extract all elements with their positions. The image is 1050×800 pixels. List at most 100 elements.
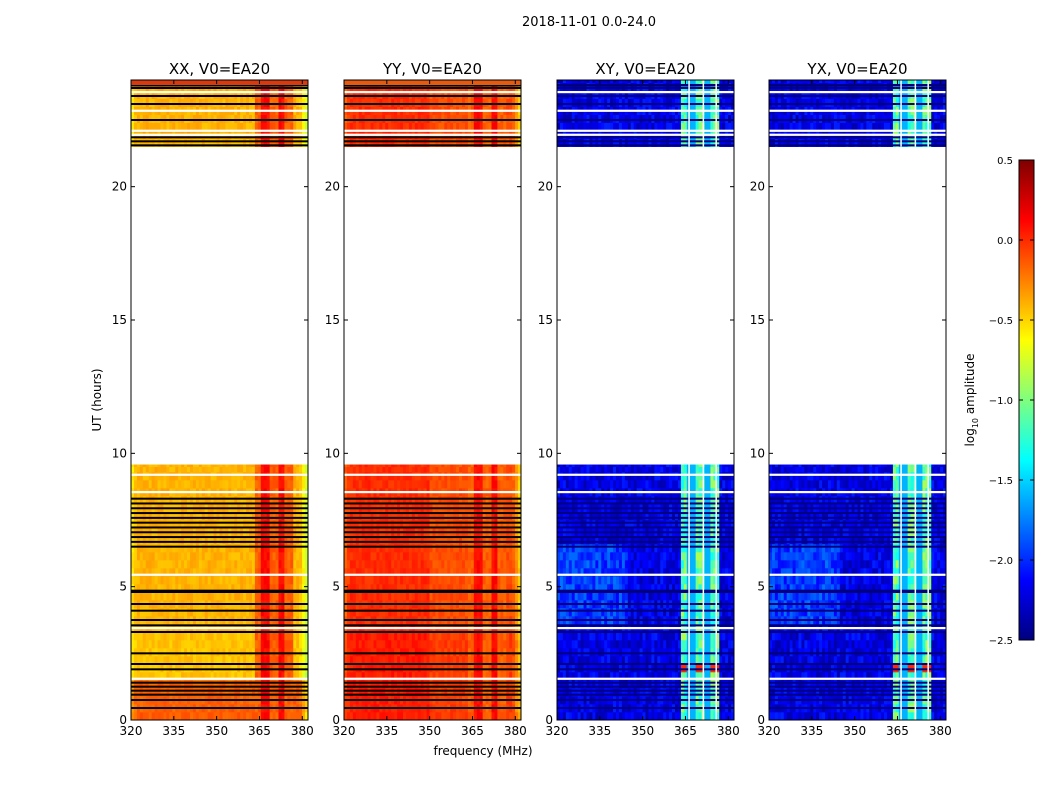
heatmap-cell — [251, 688, 256, 697]
heatmap-cell — [497, 656, 501, 665]
heatmap-cell — [151, 656, 155, 665]
heatmap-cell — [260, 656, 265, 665]
heatmap-cell — [515, 608, 519, 617]
heatmap-cell — [414, 584, 419, 593]
heatmap-cell — [379, 680, 383, 689]
heatmap-cell — [216, 114, 220, 123]
heatmap-cell — [204, 496, 209, 505]
heatmap-cell — [485, 480, 489, 489]
heatmap-cell — [429, 114, 433, 123]
heatmap-cell — [175, 632, 179, 641]
heatmap-cell — [133, 138, 138, 147]
heatmap-cell — [367, 608, 371, 617]
heatmap-cell — [163, 464, 167, 467]
heatmap-cell — [391, 640, 395, 649]
heatmap-cell — [379, 512, 383, 521]
heatmap-cell — [228, 464, 232, 467]
heatmap-cell — [290, 632, 294, 641]
heatmap-cell — [139, 648, 144, 657]
heatmap-cell — [154, 664, 158, 673]
heatmap-cell — [515, 544, 519, 553]
heatmap-cell — [219, 560, 223, 569]
heatmap-cell — [190, 464, 194, 467]
heatmap-cell — [420, 536, 425, 545]
heatmap-cell — [373, 592, 377, 601]
heatmap-cell — [225, 584, 229, 593]
heatmap-cell — [512, 656, 516, 665]
heatmap-cell — [166, 138, 170, 147]
heatmap-cell — [473, 480, 478, 489]
heatmap-cell — [441, 536, 445, 545]
heatmap-cell — [376, 560, 380, 569]
heatmap-cell — [305, 114, 309, 123]
heatmap-cell — [154, 560, 158, 569]
heatmap-cell — [388, 98, 392, 107]
heatmap-cell — [441, 640, 445, 649]
heatmap-cell — [403, 688, 407, 697]
heatmap-cell — [131, 98, 135, 107]
heatmap-cell — [195, 608, 200, 617]
heatmap-cell — [287, 648, 291, 657]
heatmap-cell — [352, 98, 357, 107]
heatmap-cell — [266, 82, 271, 91]
heatmap-cell — [240, 592, 244, 601]
heatmap-cell — [266, 576, 271, 585]
heatmap-cell — [473, 648, 478, 657]
heatmap-cell — [417, 466, 422, 473]
heatmap-cell — [435, 608, 439, 617]
heatmap-cell — [207, 560, 212, 569]
heatmap-cell — [136, 98, 141, 107]
heatmap-cell — [488, 712, 492, 721]
heatmap-cell — [243, 672, 247, 681]
heatmap-cell — [382, 536, 386, 545]
heatmap-cell — [349, 520, 354, 529]
heatmap-cell — [391, 656, 395, 665]
heatmap-cell — [237, 552, 241, 561]
heatmap-cell — [216, 584, 220, 593]
heatmap-cell — [400, 712, 404, 721]
heatmap-cell — [281, 664, 285, 673]
heatmap-cell — [260, 82, 265, 91]
heatmap-cell — [388, 496, 392, 505]
heatmap-cell — [278, 464, 282, 467]
heatmap-cell — [251, 552, 256, 561]
heatmap-cell — [408, 90, 413, 99]
heatmap-cell — [506, 664, 510, 673]
heatmap-cell — [225, 520, 229, 529]
heatmap-cell — [133, 632, 138, 641]
heatmap-cell — [497, 536, 501, 545]
heatmap-cell — [136, 632, 141, 641]
heatmap-cell — [213, 712, 217, 721]
heatmap-cell — [462, 472, 466, 481]
heatmap-cell — [133, 114, 138, 123]
heatmap-cell — [385, 544, 389, 553]
heatmap-cell — [459, 496, 463, 505]
heatmap-cell — [246, 512, 250, 521]
heatmap-cell — [485, 552, 489, 561]
heatmap-cell — [379, 114, 383, 123]
heatmap-cell — [515, 568, 519, 577]
heatmap-cell — [355, 472, 360, 481]
heatmap-cell — [473, 560, 478, 569]
heatmap-cell — [207, 640, 212, 649]
heatmap-cell — [187, 464, 191, 467]
heatmap-cell — [281, 98, 285, 107]
heatmap-cell — [266, 656, 271, 665]
heatmap-cell — [355, 712, 360, 721]
heatmap-cell — [459, 138, 463, 147]
heatmap-cell — [237, 656, 241, 665]
heatmap-cell — [210, 536, 214, 545]
heatmap-cell — [234, 664, 238, 673]
heatmap-cell — [254, 608, 259, 617]
heatmap-cell — [192, 122, 197, 131]
heatmap-cell — [494, 656, 498, 665]
heatmap-cell — [408, 512, 413, 521]
heatmap-cell — [260, 114, 265, 123]
heatmap-cell — [518, 496, 522, 505]
heatmap-cell — [400, 640, 404, 649]
heatmap-cell — [367, 560, 371, 569]
heatmap-cell — [216, 632, 220, 641]
heatmap-cell — [254, 584, 259, 593]
heatmap-cell — [275, 82, 279, 91]
heatmap-cell — [515, 592, 519, 601]
